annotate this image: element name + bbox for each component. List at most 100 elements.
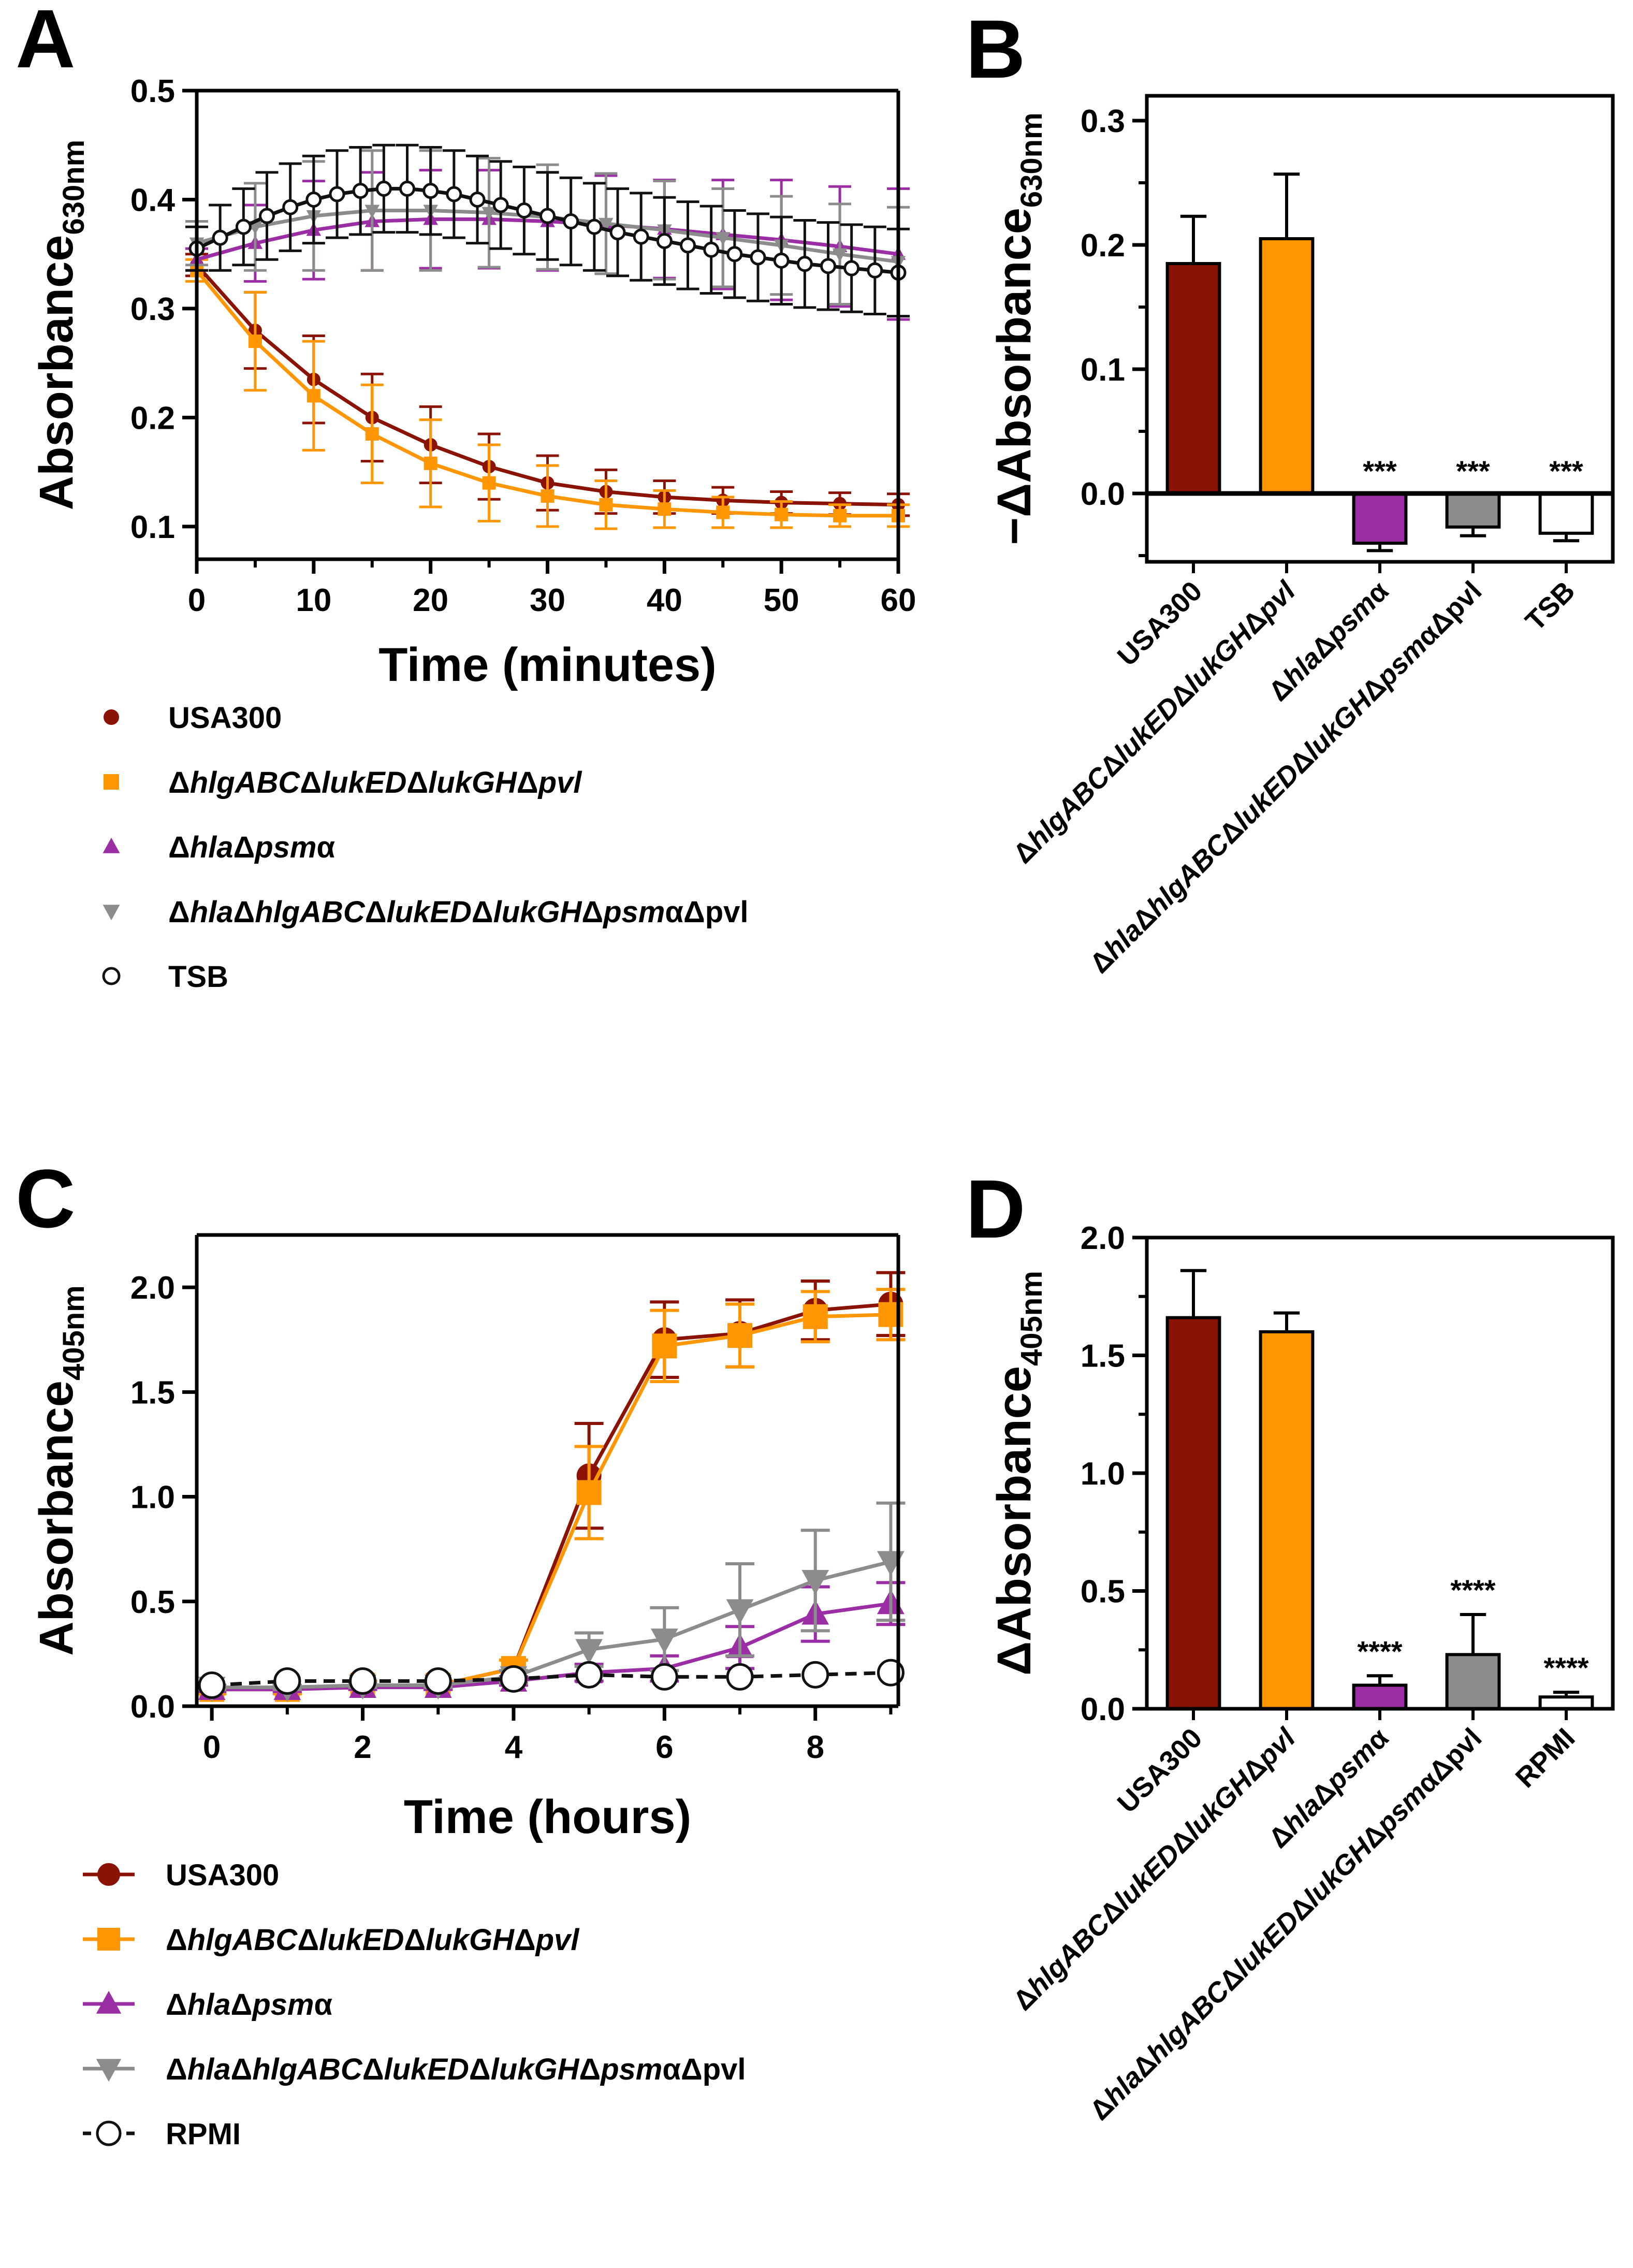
data-point: [599, 498, 613, 512]
data-point: [329, 186, 345, 202]
y-axis-title: ΔAbsorbance405nm: [988, 1271, 1048, 1676]
legend-label: ΔhlaΔhlgABCΔlukEDΔlukGHΔpsmαΔpvl: [168, 895, 749, 929]
significance-label: ****: [1357, 1635, 1402, 1667]
data-point: [352, 183, 369, 199]
x-tick-label: 40: [647, 583, 682, 618]
data-point: [365, 427, 379, 441]
data-point: [715, 232, 731, 246]
series-3: [197, 1501, 906, 1702]
x-tick-label: 10: [296, 583, 331, 618]
data-point: [796, 256, 813, 272]
x-tick-label: 20: [413, 583, 448, 618]
bar: [1352, 492, 1408, 545]
data-point: [609, 224, 626, 241]
legend-marker: [104, 709, 119, 725]
data-point: [703, 241, 720, 258]
data-point: [650, 1663, 678, 1691]
x-tick-label: 0: [188, 583, 206, 618]
data-point: [540, 208, 556, 224]
legend-label: ΔhlgABCΔlukEDΔlukGHΔpvl: [166, 1923, 580, 1957]
data-point: [801, 1569, 829, 1595]
data-point: [716, 505, 730, 519]
legend-marker: [96, 2120, 122, 2146]
legend-marker: [96, 1990, 122, 2014]
data-point: [867, 262, 883, 279]
legend-label: USA300: [168, 701, 282, 735]
legend-marker: [97, 1928, 120, 1951]
significance-label: ****: [1450, 1574, 1495, 1606]
data-point: [575, 1661, 603, 1689]
data-point: [563, 213, 579, 230]
legend-item: ΔhlgABCΔlukEDΔlukGHΔpvl: [104, 766, 582, 799]
y-tick-label: 0.3: [130, 292, 175, 327]
data-point: [305, 191, 322, 208]
panel-b: BUSA300ΔhlgABCΔlukEDΔlukGHΔpvl***ΔhlaΔps…: [966, 3, 1615, 979]
data-point: [633, 228, 649, 245]
panel-label: C: [16, 1152, 76, 1245]
data-point: [424, 1667, 452, 1695]
panel-c: C 0.0 0.5 1.0 1.5 2.0 0 2 4 6 8 Absorbance405nm Time…: [16, 1152, 906, 2151]
y-tick-label: 2.0: [1081, 1220, 1125, 1256]
x-tick-label: 6: [655, 1729, 673, 1765]
y-axis-title: Absorbance405nm: [30, 1285, 91, 1655]
panel-label: A: [16, 0, 76, 85]
legend-item: ΔhlgABCΔlukEDΔlukGHΔpvl: [83, 1923, 580, 1957]
y-tick-label: 0.2: [130, 400, 175, 436]
legend-label: ΔhlaΔhlgABCΔlukEDΔlukGHΔpsmαΔpvl: [166, 2053, 746, 2086]
data-point: [482, 207, 497, 221]
series-line: [212, 1560, 892, 1690]
legend-item: USA300: [83, 1858, 279, 1892]
legend-marker: [103, 837, 120, 853]
series-0: [197, 1271, 906, 1702]
series-1: [197, 1288, 906, 1702]
plot-frame: [1145, 94, 1615, 564]
y-tick-label: 0.5: [130, 1584, 175, 1620]
data-point: [680, 237, 696, 254]
category-label: RPMI: [1510, 1722, 1581, 1794]
legend-marker: [97, 1863, 120, 1886]
data-point: [843, 260, 860, 277]
bar: [1259, 237, 1315, 495]
data-point: [212, 229, 228, 246]
panel-d: DUSA300ΔhlgABCΔlukEDΔlukGHΔpvl****ΔhlaΔp…: [966, 1162, 1615, 2126]
y-tick-label: 2.0: [130, 1270, 175, 1306]
bar: [1538, 492, 1594, 535]
data-point: [541, 489, 555, 503]
category-label: TSB: [1520, 575, 1581, 637]
panel-a: A 0.1 0.2 0.3 0.4 0.5 0 10 20 30 40 50 60 Absorbance6…: [16, 0, 916, 994]
y-tick-label: 0.4: [130, 182, 176, 218]
data-point: [576, 1480, 602, 1505]
legend-marker: [104, 774, 119, 790]
legend-item: USA300: [104, 701, 282, 735]
data-point: [375, 180, 392, 197]
data-point: [273, 1667, 301, 1695]
x-tick-label: 60: [881, 583, 916, 618]
significance-label: ***: [1363, 455, 1397, 487]
y-axis-title: Absorbance630nm: [30, 140, 91, 510]
data-point: [307, 389, 320, 403]
legend-item: RPMI: [83, 2117, 241, 2151]
significance-label: ***: [1549, 455, 1583, 487]
legend-label: ΔhlaΔpsmα: [168, 831, 335, 864]
data-point: [482, 476, 496, 490]
data-point: [801, 1661, 829, 1689]
bar: [1352, 1683, 1408, 1710]
y-tick-label: 0.0: [1081, 1692, 1125, 1727]
data-point: [773, 252, 790, 269]
data-point: [198, 1671, 226, 1699]
data-point: [750, 249, 766, 266]
bar: [1165, 1316, 1221, 1710]
category-label: USA300: [1112, 1722, 1208, 1819]
data-point: [248, 335, 262, 348]
y-tick-label: 1.5: [1081, 1339, 1125, 1374]
data-point: [726, 1599, 754, 1624]
x-tick-label: 8: [806, 1729, 824, 1765]
data-point: [235, 219, 252, 235]
legend-label: RPMI: [166, 2117, 241, 2151]
panel-label: D: [966, 1162, 1026, 1255]
legend-item: ΔhlaΔhlgABCΔlukEDΔlukGHΔpsmαΔpvl: [103, 895, 749, 929]
data-point: [259, 208, 275, 224]
legend-marker: [102, 967, 121, 985]
panel-label: B: [966, 3, 1026, 95]
data-point: [656, 232, 673, 249]
